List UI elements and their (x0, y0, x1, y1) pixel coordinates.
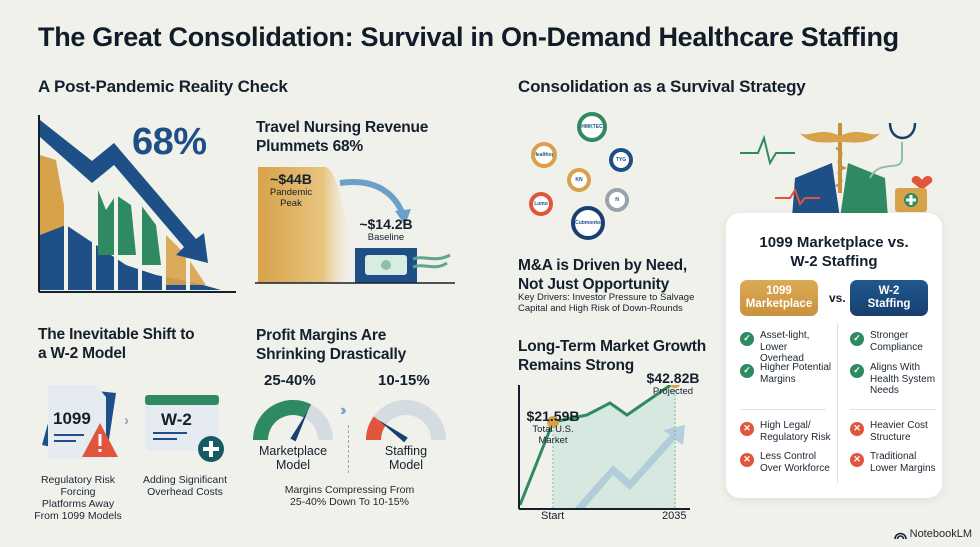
decline-curved-arrow (339, 179, 406, 217)
company-logo: TYG (609, 148, 633, 172)
con-item: ✕ High Legal/Regulatory Risk (740, 420, 832, 443)
pro-item: ✓ Aligns With Health System Needs (850, 362, 942, 397)
start-point (547, 416, 559, 428)
caption-1099: Regulatory Risk Forcing Platforms Away F… (34, 474, 122, 522)
notebooklm-logo-icon (893, 532, 907, 539)
row-divider-left (740, 409, 826, 410)
cross-icon: ✕ (740, 422, 754, 436)
row-divider-right (850, 409, 936, 410)
header-1099-marketplace: 1099 Marketplace (740, 280, 818, 316)
x-label-start: Start (541, 510, 565, 522)
heart-icon (911, 175, 933, 190)
staffing-range: 10-15% (378, 372, 430, 389)
comparison-card: 1099 Marketplace vs. W-2 Staffing 1099 Ma… (726, 213, 942, 498)
marketplace-label: Marketplace Model (258, 444, 328, 472)
company-logo: N (605, 188, 629, 212)
money-motion-lines (412, 253, 451, 269)
check-icon: ✓ (740, 332, 754, 346)
revenue-heading: Travel Nursing Revenue Plummets 68% (256, 119, 429, 155)
x-label-end: 2035 (662, 510, 687, 522)
peak-fade (324, 167, 355, 283)
page-title: The Great Consolidation: Survival in On-… (38, 22, 899, 52)
pro-item: ✓ Stronger Compliance (850, 330, 942, 353)
end-point (669, 385, 681, 388)
double-chevron-icon: ›› (340, 402, 346, 419)
growth-chart (518, 385, 690, 510)
pro-item: ✓ Asset-light, Lower Overhead (740, 330, 832, 365)
marketplace-gauge-fill (253, 400, 312, 440)
header-w2-staffing: W-2 Staffing (850, 280, 928, 316)
cross-icon: ✕ (850, 422, 864, 436)
marketplace-gauge-needle (290, 409, 309, 442)
growth-area (553, 385, 675, 508)
con-item: ✕ Heavier Cost Structure (850, 420, 942, 443)
decline-chart-illustration (38, 115, 236, 293)
check-icon: ✓ (850, 364, 864, 378)
con-item: ✕ Less Control Over Workforce (740, 451, 832, 474)
medical-illustration (740, 122, 933, 218)
section-heading-reality-check: A Post-Pandemic Reality Check (38, 77, 288, 96)
revenue-graphic: ~$44B Pandemic Peak ~$14.2B Baseline (255, 163, 455, 285)
con-item: ✕ Traditional Lower Margins (850, 451, 942, 474)
staffing-gauge-fill (366, 416, 386, 440)
peak-label: ~$44B Pandemic Peak (269, 171, 313, 209)
margins-heading: Profit Margins Are Shrinking Drastically (256, 327, 406, 363)
company-logo: KN (567, 168, 591, 192)
company-logos-cluster: HMKTEC Healthop TYG KN Lumo N Cubmonks (525, 110, 655, 240)
mna-heading: M&A is Driven by Need, Not Just Opportun… (518, 257, 688, 293)
staffing-gauge-needle (378, 420, 408, 443)
heartbeat-line-icon (740, 134, 795, 166)
chevron-right-icon: › (124, 412, 129, 429)
decline-percent-label: 68% (132, 121, 207, 163)
shift-heading: The Inevitable Shift to a W-2 Model (38, 326, 195, 362)
notebooklm-brand: NotebookLM (893, 528, 972, 540)
company-logo: Healthop (531, 142, 557, 168)
scrubs-right (840, 163, 888, 218)
baseline-label: ~$14.2B Baseline (359, 216, 413, 243)
mna-subtext: Key Drivers: Investor Pressure to Salvag… (518, 292, 695, 314)
caption-w2: Adding Significant Overhead Costs (142, 474, 228, 498)
comparison-title: 1099 Marketplace vs. W-2 Staffing (759, 234, 909, 270)
growth-heading: Long-Term Market Growth Remains Strong (518, 338, 707, 374)
staffing-gauge (366, 400, 446, 443)
company-logo: HMKTEC (577, 112, 607, 142)
margins-caption: Margins Compressing From 25-40% Down To … (284, 484, 415, 508)
company-logo: Cubmonks (571, 206, 605, 240)
margins-divider (348, 425, 349, 473)
pro-item: ✓ Higher Potential Margins (740, 362, 832, 385)
marketplace-range: 25-40% (264, 372, 316, 389)
column-divider (837, 323, 838, 483)
start-value-label: $21.59B Total U.S. Market (526, 408, 580, 446)
decline-area-green-2 (141, 205, 161, 265)
staffing-label: Staffing Model (384, 444, 428, 472)
vs-label: vs. (829, 291, 846, 305)
peak-bar (258, 167, 324, 283)
cross-icon: ✕ (850, 453, 864, 467)
marketplace-gauge (253, 400, 333, 442)
form-1099-icon: 1099 (38, 385, 118, 463)
cross-icon: ✕ (740, 453, 754, 467)
company-logo: Lumo (529, 192, 553, 216)
growth-arrow (575, 425, 685, 508)
decline-arrow (40, 120, 208, 263)
end-value-label: $42.82B Projected (646, 370, 700, 397)
growth-line (518, 385, 674, 506)
decline-graphic: 68% (36, 115, 236, 293)
section-heading-consolidation: Consolidation as a Survival Strategy (518, 77, 806, 96)
stethoscope-icon (888, 122, 917, 140)
scrubs-left (792, 163, 840, 218)
decline-area-navy (40, 225, 221, 290)
revenue-illustration (255, 167, 455, 284)
check-icon: ✓ (850, 332, 864, 346)
form-w2-icon: W-2 (143, 395, 227, 463)
check-icon: ✓ (740, 364, 754, 378)
